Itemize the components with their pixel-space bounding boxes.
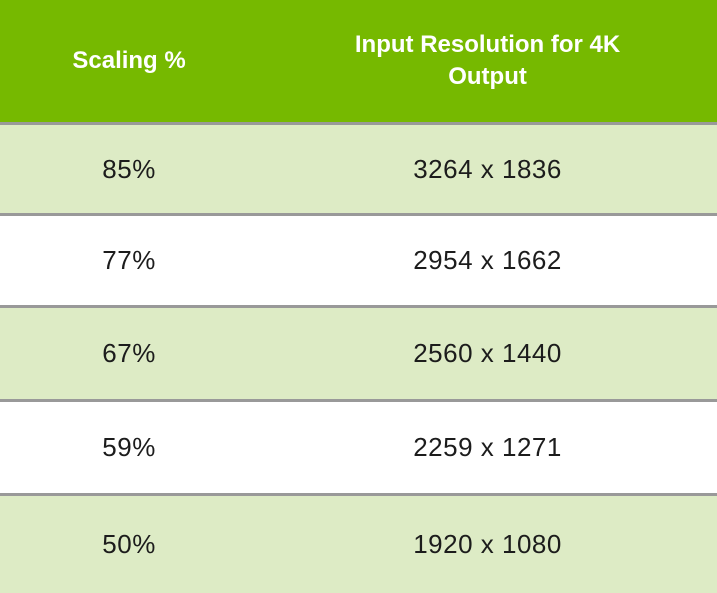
table-header-row: Scaling % Input Resolution for 4K Output bbox=[0, 0, 717, 125]
scaling-cell: 50% bbox=[0, 496, 258, 593]
resolution-cell: 2259 x 1271 bbox=[258, 402, 717, 493]
resolution-value: 2259 x 1271 bbox=[413, 432, 562, 462]
table-row: 67% 2560 x 1440 bbox=[0, 308, 717, 402]
scaling-value: 77% bbox=[102, 245, 156, 275]
resolution-value: 2954 x 1662 bbox=[413, 245, 562, 275]
table-row: 59% 2259 x 1271 bbox=[0, 402, 717, 496]
scaling-value: 85% bbox=[102, 153, 156, 184]
scaling-value: 67% bbox=[102, 338, 156, 368]
resolution-value: 1920 x 1080 bbox=[413, 529, 562, 559]
table-row: 85% 3264 x 1836 bbox=[0, 125, 717, 216]
scaling-cell: 59% bbox=[0, 402, 258, 493]
resolution-cell: 1920 x 1080 bbox=[258, 496, 717, 593]
resolution-value: 3264 x 1836 bbox=[413, 153, 562, 184]
scaling-cell: 77% bbox=[0, 216, 258, 305]
header-scaling-percent-label: Scaling % bbox=[72, 46, 186, 74]
scaling-value: 50% bbox=[102, 529, 156, 559]
header-input-resolution-label: Input Resolution for 4K Output bbox=[354, 30, 621, 90]
scaling-value: 59% bbox=[102, 432, 156, 462]
table-row: 77% 2954 x 1662 bbox=[0, 216, 717, 308]
header-scaling-percent: Scaling % bbox=[0, 0, 258, 122]
header-input-resolution: Input Resolution for 4K Output bbox=[258, 0, 717, 122]
resolution-cell: 2560 x 1440 bbox=[258, 308, 717, 399]
resolution-value: 2560 x 1440 bbox=[413, 338, 562, 368]
resolution-cell: 2954 x 1662 bbox=[258, 216, 717, 305]
table-row: 50% 1920 x 1080 bbox=[0, 496, 717, 593]
resolution-cell: 3264 x 1836 bbox=[258, 125, 717, 213]
scaling-cell: 67% bbox=[0, 308, 258, 399]
scaling-cell: 85% bbox=[0, 125, 258, 213]
